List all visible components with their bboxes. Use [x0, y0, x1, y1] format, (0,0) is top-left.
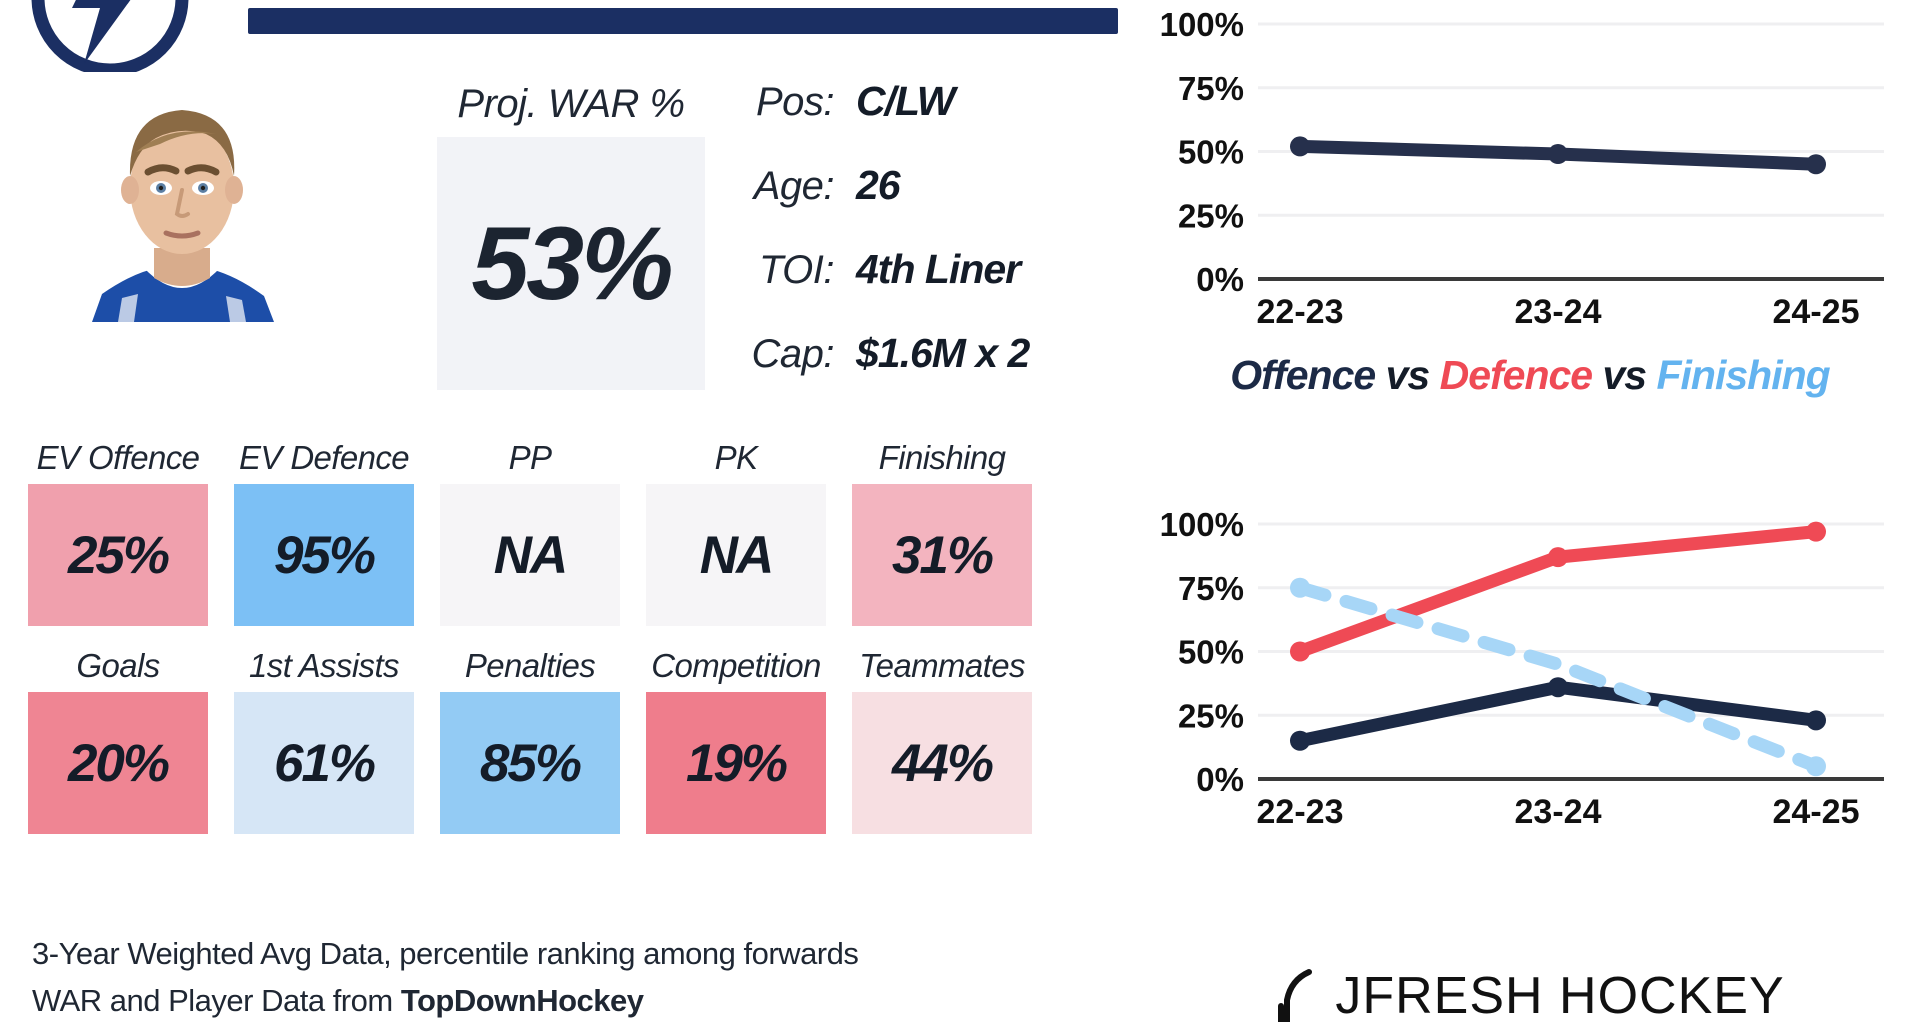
chart-comparison-title: Offence vs Defence vs Finishing [1140, 352, 1920, 399]
stat-box: 20% [28, 692, 208, 834]
stat-cell-competition: Competition 19% [646, 640, 826, 834]
footnote-source-prefix: WAR and Player Data from [32, 983, 401, 1019]
footnote-source-name: TopDownHockey [400, 983, 644, 1019]
footnotes: 3-Year Weighted Avg Data, percentile ran… [32, 930, 1122, 1024]
stat-grid: EV Offence 25% EV Defence 95% PP NA [28, 432, 1124, 848]
title-defence: Defence [1439, 352, 1594, 398]
chart-war-trend: 0% 25% 50% 75% 100% 22-23 23-24 24-25 [1140, 0, 1920, 345]
player-headshot [48, 72, 316, 322]
svg-text:75%: 75% [1178, 570, 1244, 607]
charts-panel: 0% 25% 50% 75% 100% 22-23 23-24 24-25 Offence v… [1140, 0, 1920, 1024]
stat-row-secondary: Goals 20% 1st Assists 61% Penalties 85% [28, 640, 1124, 834]
chart-offence-defence-finishing: 0% 25% 50% 75% 100% 22-23 23-24 24-25 [1140, 500, 1920, 845]
svg-text:23-24: 23-24 [1515, 293, 1602, 331]
stat-value: 19% [685, 733, 788, 793]
stat-label: PP [508, 439, 552, 476]
war-value: 53% [471, 205, 673, 322]
stat-value: 61% [273, 733, 376, 793]
svg-text:50%: 50% [1178, 634, 1244, 671]
stat-box: 61% [234, 692, 414, 834]
stat-label: Penalties [464, 647, 596, 684]
stat-value: 25% [67, 525, 170, 585]
team-logo-icon [10, 0, 210, 82]
stat-label: EV Defence [238, 439, 410, 476]
info-key-age: Age: [753, 164, 835, 208]
stat-label: PK [714, 439, 758, 476]
stat-cell-pk: PK NA [646, 432, 826, 626]
stat-cell-teammates: Teammates 44% [852, 640, 1032, 834]
stat-value: 44% [891, 733, 994, 793]
svg-text:75%: 75% [1178, 70, 1244, 107]
info-row-pos: Pos: C/LW [730, 78, 1110, 162]
title-vs-2: vs [1592, 352, 1657, 398]
stat-cell-ev-defence: EV Defence 95% [234, 432, 414, 626]
stat-cell-penalties: Penalties 85% [440, 640, 620, 834]
svg-text:25%: 25% [1178, 697, 1244, 734]
svg-text:22-23: 22-23 [1257, 293, 1344, 331]
stat-value: NA [699, 525, 775, 585]
svg-text:22-23: 22-23 [1257, 793, 1344, 831]
stat-box: NA [646, 484, 826, 626]
stat-box: 25% [28, 484, 208, 626]
stat-box: 44% [852, 692, 1032, 834]
stat-cell-ev-offence: EV Offence 25% [28, 432, 208, 626]
info-value-pos: C/LW [856, 78, 955, 124]
stat-label: Goals [76, 647, 160, 684]
stat-value: 20% [67, 733, 170, 793]
player-info-panel: Proj. WAR % 53% Pos: C/LW Age: 26 TOI: 4… [28, 72, 1124, 1024]
info-row-age: Age: 26 [730, 162, 1110, 246]
info-key-pos: Pos: [755, 80, 835, 124]
stat-cell-finishing: Finishing 31% [852, 432, 1032, 626]
stat-row-primary: EV Offence 25% EV Defence 95% PP NA [28, 432, 1124, 626]
header-accent-bar [248, 8, 1118, 34]
title-vs-1: vs [1375, 352, 1440, 398]
player-attributes-list: Pos: C/LW Age: 26 TOI: 4th Liner Cap: $1… [730, 78, 1110, 414]
svg-text:25%: 25% [1178, 197, 1244, 234]
info-row-toi: TOI: 4th Liner [730, 246, 1110, 330]
info-key-toi: TOI: [758, 248, 835, 292]
stat-box: 31% [852, 484, 1032, 626]
svg-text:0%: 0% [1196, 761, 1244, 798]
war-label: Proj. WAR % [457, 82, 685, 126]
footnote-methodology: 3-Year Weighted Avg Data, percentile ran… [32, 936, 859, 971]
stat-value: NA [493, 525, 569, 585]
info-value-cap: $1.6M x 2 [856, 330, 1030, 376]
title-offence: Offence [1230, 352, 1376, 398]
stat-label: 1st Assists [249, 647, 399, 684]
title-finishing: Finishing [1656, 352, 1831, 398]
stat-value: 85% [479, 733, 582, 793]
svg-text:0%: 0% [1196, 261, 1244, 298]
footnote-source: WAR and Player Data from TopDownHockey [32, 977, 1122, 1024]
stat-cell-pp: PP NA [440, 432, 620, 626]
hockey-stick-icon [1275, 968, 1319, 1024]
brand-name: JFRESH HOCKEY [1335, 968, 1785, 1024]
info-key-cap: Cap: [751, 332, 835, 376]
stat-box: 19% [646, 692, 826, 834]
stat-label: Teammates [859, 647, 1025, 684]
svg-text:24-25: 24-25 [1773, 793, 1860, 831]
stat-value: 95% [273, 525, 376, 585]
svg-text:24-25: 24-25 [1773, 293, 1860, 331]
info-value-age: 26 [856, 162, 901, 208]
svg-text:23-24: 23-24 [1515, 793, 1602, 831]
svg-text:100%: 100% [1160, 506, 1244, 543]
stat-label: Competition [651, 647, 821, 684]
stat-cell-goals: Goals 20% [28, 640, 208, 834]
svg-text:100%: 100% [1160, 6, 1244, 43]
stat-box: NA [440, 484, 620, 626]
stat-label: EV Offence [36, 439, 200, 476]
stat-value: 31% [891, 525, 994, 585]
stat-box: 95% [234, 484, 414, 626]
info-row-cap: Cap: $1.6M x 2 [730, 330, 1110, 414]
stat-label: Finishing [878, 439, 1006, 476]
stat-cell-first-assists: 1st Assists 61% [234, 640, 414, 834]
stat-box: 85% [440, 692, 620, 834]
svg-text:50%: 50% [1178, 134, 1244, 171]
war-value-box: 53% [437, 137, 705, 390]
info-value-toi: 4th Liner [856, 246, 1021, 292]
brand-watermark: JFRESH HOCKEY [1140, 968, 1920, 1024]
